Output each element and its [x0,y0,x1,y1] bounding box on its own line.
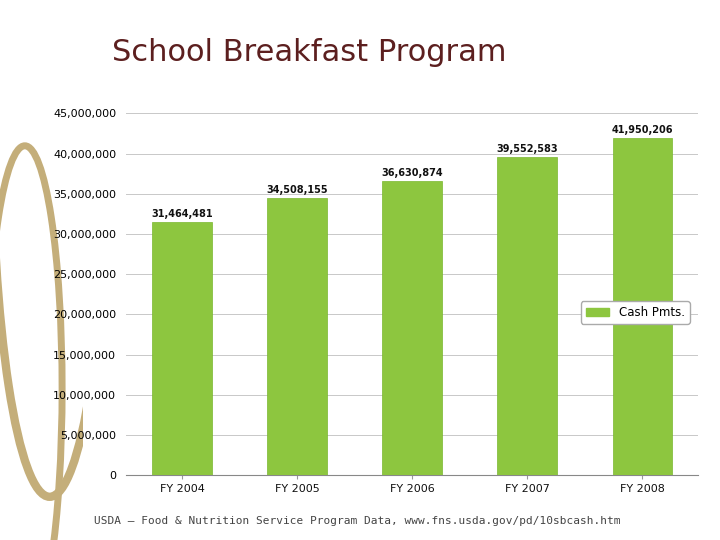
Text: 34,508,155: 34,508,155 [266,185,328,195]
Text: USDA – Food & Nutrition Service Program Data, www.fns.usda.gov/pd/10sbcash.htm: USDA – Food & Nutrition Service Program … [94,516,620,526]
Bar [152,222,212,475]
Bar [498,157,557,475]
Text: 39,552,583: 39,552,583 [497,144,558,154]
Legend: Cash Pmts.: Cash Pmts. [581,301,690,323]
Text: 36,630,874: 36,630,874 [382,168,443,178]
Bar [382,181,442,475]
Bar [267,198,327,475]
Text: School Breakfast Program: School Breakfast Program [112,38,506,67]
Text: 31,464,481: 31,464,481 [151,210,213,219]
Text: 41,950,206: 41,950,206 [612,125,673,135]
Bar [613,138,672,475]
